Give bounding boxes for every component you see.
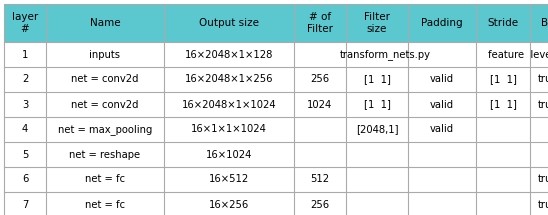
Text: transform_nets.py: transform_nets.py xyxy=(340,49,431,60)
Text: BN: BN xyxy=(540,18,548,28)
Text: [2048,1]: [2048,1] xyxy=(356,124,398,135)
Text: 16×2048×1×256: 16×2048×1×256 xyxy=(185,75,273,84)
Text: 16×512: 16×512 xyxy=(209,175,249,184)
Text: net = conv2d: net = conv2d xyxy=(71,75,139,84)
Text: [1  1]: [1 1] xyxy=(363,75,390,84)
Text: layer
#: layer # xyxy=(12,12,38,34)
Bar xyxy=(4,117,548,142)
Text: [1  1]: [1 1] xyxy=(489,75,516,84)
Text: inputs: inputs xyxy=(89,49,121,60)
Text: true: true xyxy=(538,100,548,109)
Text: net = reshape: net = reshape xyxy=(70,149,141,160)
Text: 4: 4 xyxy=(22,124,28,135)
Text: 1: 1 xyxy=(22,49,28,60)
Text: Filter
size: Filter size xyxy=(364,12,390,34)
Bar xyxy=(4,192,548,215)
Text: valid: valid xyxy=(430,100,454,109)
Bar xyxy=(4,167,548,192)
Text: true: true xyxy=(538,200,548,209)
Text: 16×1×1×1024: 16×1×1×1024 xyxy=(191,124,267,135)
Bar xyxy=(4,142,548,167)
Text: net = max_pooling: net = max_pooling xyxy=(58,124,152,135)
Text: net = fc: net = fc xyxy=(85,200,125,209)
Text: 5: 5 xyxy=(22,149,28,160)
Text: valid: valid xyxy=(430,124,454,135)
Text: Output size: Output size xyxy=(199,18,259,28)
Bar xyxy=(4,4,548,42)
Text: 6: 6 xyxy=(22,175,28,184)
Text: true: true xyxy=(538,75,548,84)
Text: net = fc: net = fc xyxy=(85,175,125,184)
Text: 16×2048×1×1024: 16×2048×1×1024 xyxy=(182,100,276,109)
Text: 7: 7 xyxy=(22,200,28,209)
Text: 3: 3 xyxy=(22,100,28,109)
Text: net = conv2d: net = conv2d xyxy=(71,100,139,109)
Text: 256: 256 xyxy=(310,200,329,209)
Text: feature  level: feature level xyxy=(488,49,548,60)
Text: Stride: Stride xyxy=(487,18,518,28)
Text: true: true xyxy=(538,175,548,184)
Text: 512: 512 xyxy=(310,175,329,184)
Text: 16×1024: 16×1024 xyxy=(206,149,252,160)
Text: [1  1]: [1 1] xyxy=(363,100,390,109)
Text: 16×256: 16×256 xyxy=(209,200,249,209)
Text: 16×2048×1×128: 16×2048×1×128 xyxy=(185,49,273,60)
Text: [1  1]: [1 1] xyxy=(489,100,516,109)
Text: valid: valid xyxy=(430,75,454,84)
Text: 1024: 1024 xyxy=(307,100,333,109)
Text: Padding: Padding xyxy=(421,18,463,28)
Bar xyxy=(4,92,548,117)
Text: Name: Name xyxy=(90,18,121,28)
Text: 2: 2 xyxy=(22,75,28,84)
Bar xyxy=(4,42,548,67)
Text: # of
Filter: # of Filter xyxy=(307,12,333,34)
Text: 256: 256 xyxy=(310,75,329,84)
Bar xyxy=(4,67,548,92)
